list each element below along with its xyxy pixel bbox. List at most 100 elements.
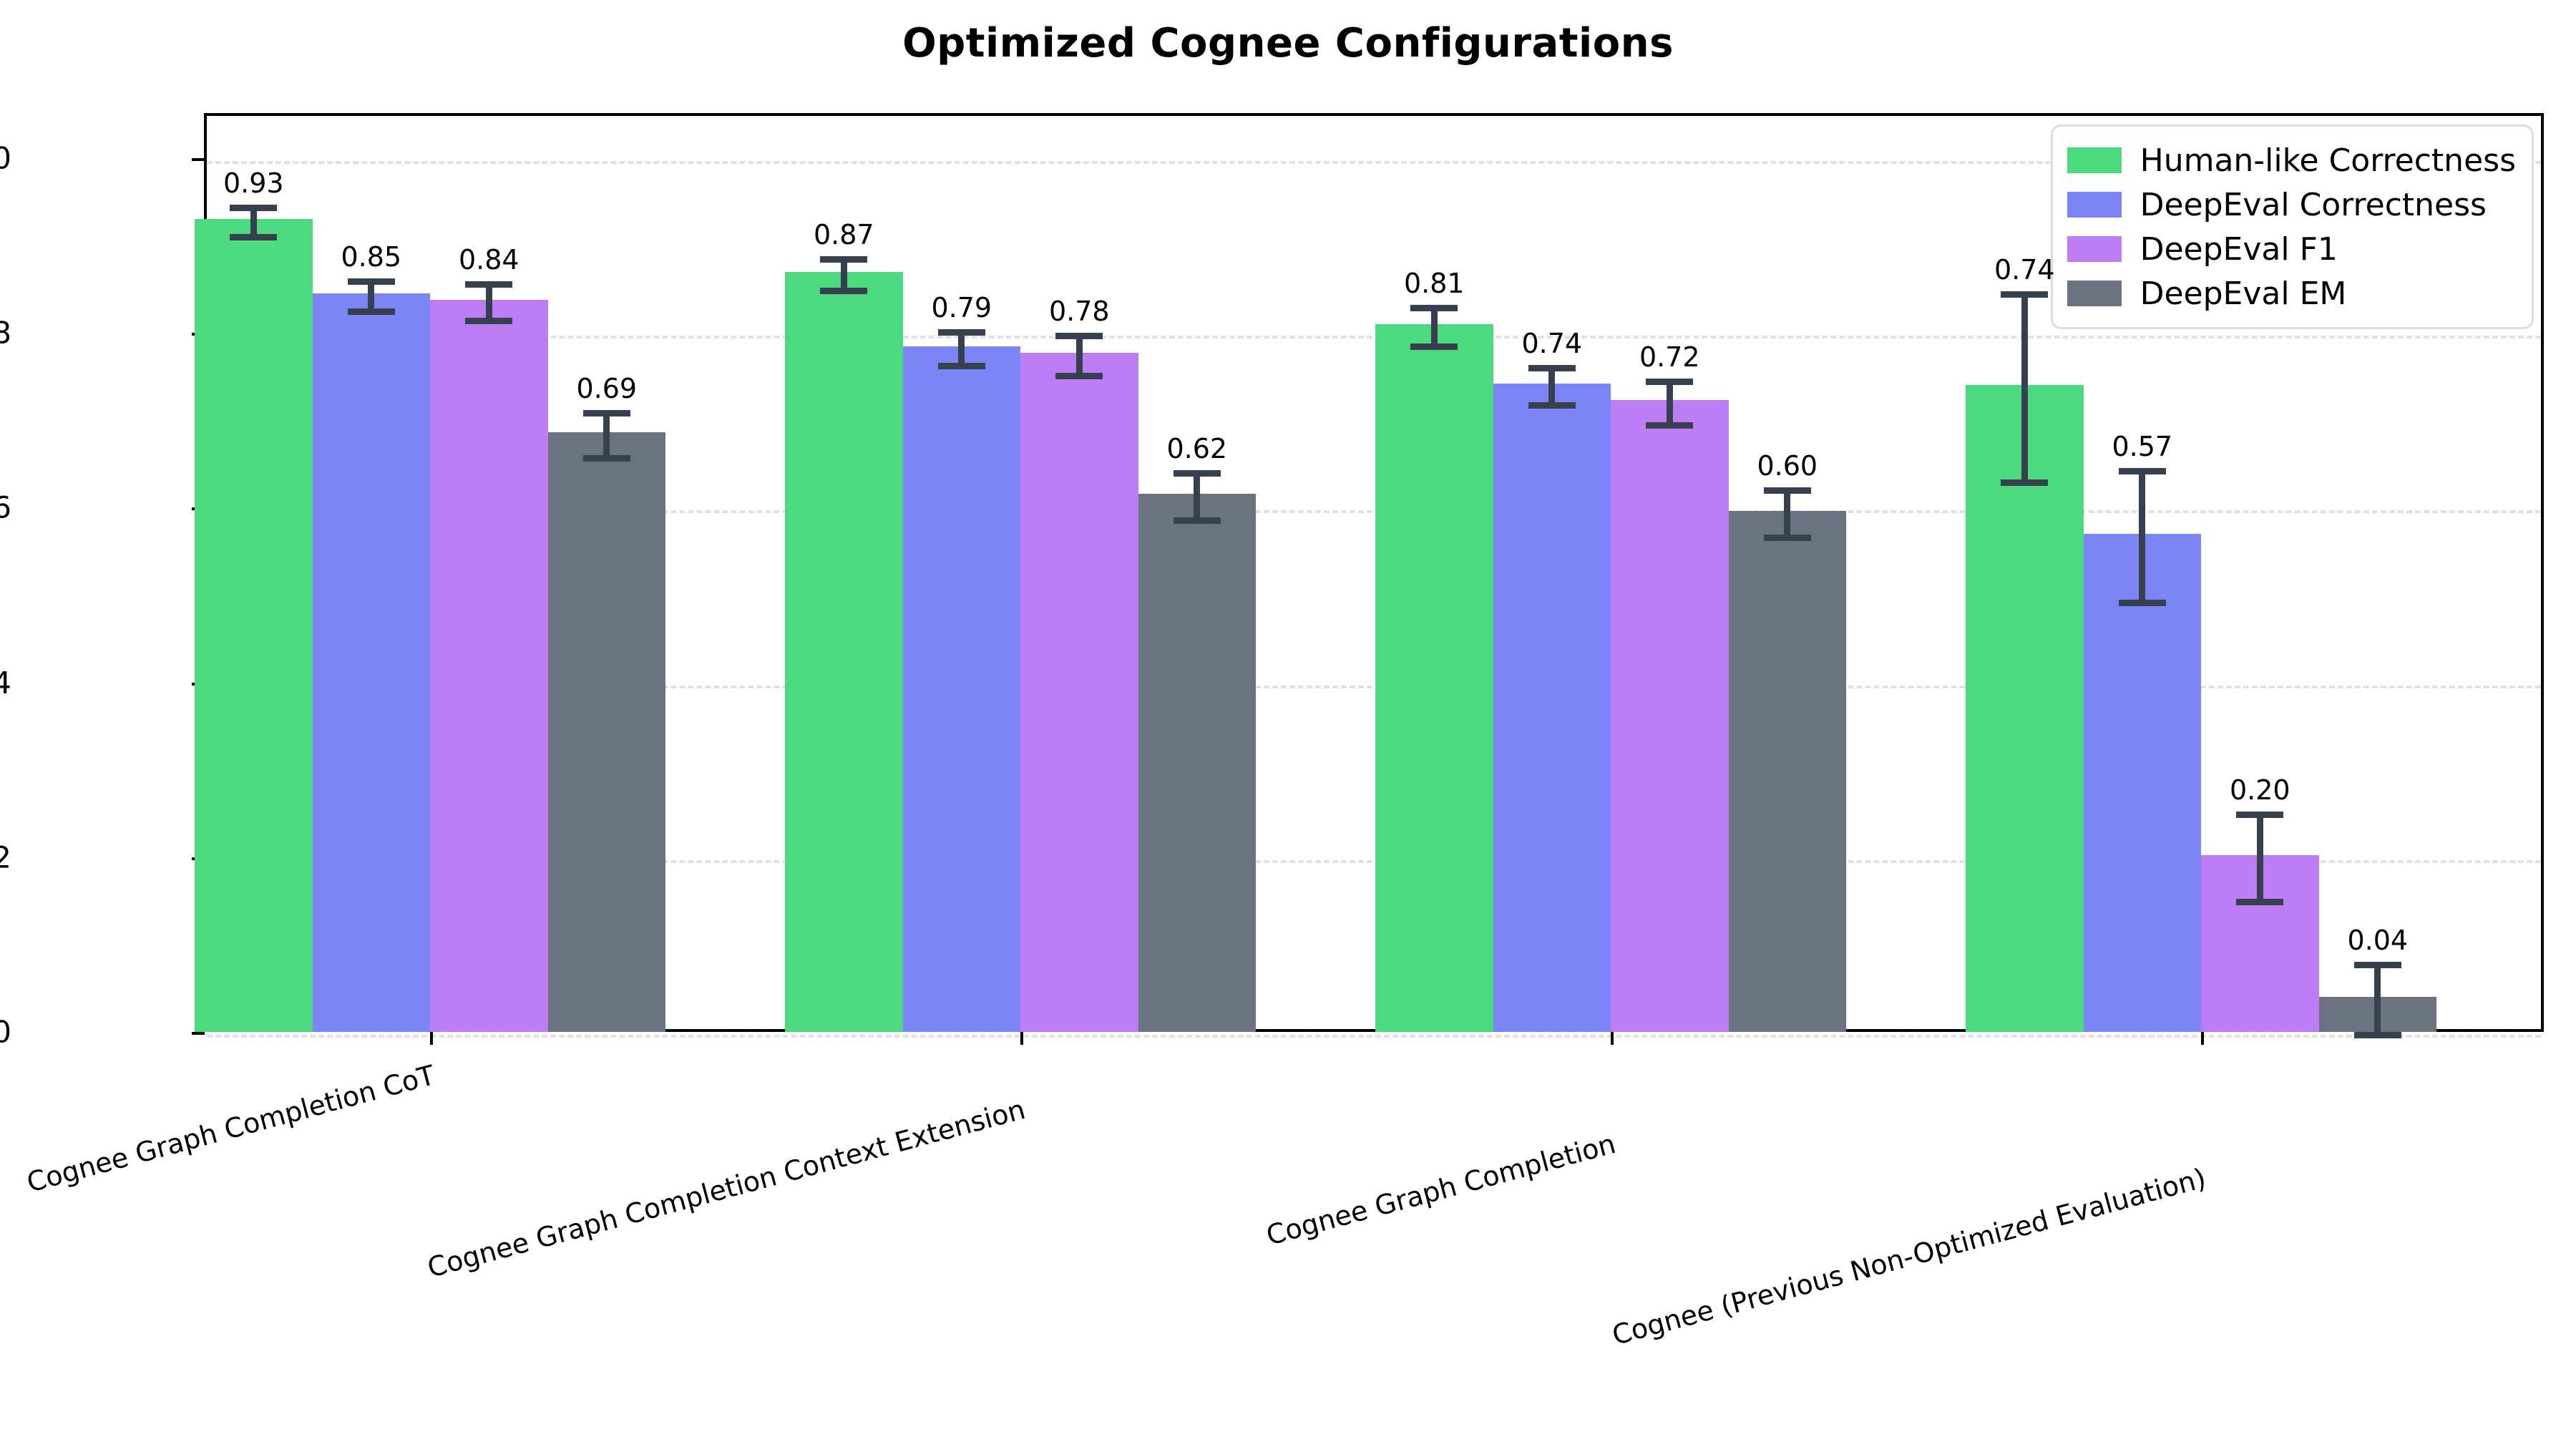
error-bar	[368, 278, 375, 308]
bar[interactable]	[1611, 400, 1729, 1032]
error-bar	[1548, 365, 1556, 402]
error-bar-cap-upper	[1528, 365, 1576, 372]
error-bar-cap-upper	[937, 329, 985, 336]
bar[interactable]	[1375, 323, 1493, 1032]
error-bar-cap-upper	[465, 281, 513, 288]
bar-value-label: 0.74	[1994, 253, 2055, 286]
bar-value-label: 0.74	[1521, 328, 1583, 360]
x-axis-tick-mark	[1020, 1032, 1023, 1045]
error-bar	[1075, 333, 1083, 374]
bar-value-label: 0.79	[931, 292, 992, 324]
x-axis-tick-mark	[1611, 1032, 1614, 1045]
legend: Human-like Correctness DeepEval Correctne…	[2050, 125, 2534, 329]
error-bar	[1430, 305, 1438, 343]
bar[interactable]	[2083, 534, 2201, 1032]
bar-value-label: 0.78	[1048, 296, 1110, 328]
error-bar-cap-upper	[230, 204, 278, 211]
bar-value-label: 0.84	[458, 244, 519, 276]
error-bar	[603, 409, 610, 456]
bar-value-label: 0.85	[341, 241, 402, 273]
legend-swatch-icon	[2067, 281, 2122, 306]
chart-figure: Optimized Cognee Configurations Score Hu…	[0, 20, 2544, 1352]
error-bar	[1784, 487, 1791, 535]
gridline	[207, 685, 2541, 688]
error-bar-cap-lower	[1528, 401, 1576, 409]
error-bar-cap-lower	[2236, 899, 2284, 906]
legend-item-label: DeepEval EM	[2140, 275, 2347, 312]
bar-value-label: 0.57	[2112, 431, 2173, 463]
error-bar-cap-lower	[465, 318, 513, 325]
error-bar-cap-upper	[1055, 333, 1103, 340]
gridline	[207, 1035, 2541, 1038]
error-bar-cap-lower	[1763, 535, 1811, 542]
error-bar-cap-upper	[2118, 468, 2166, 475]
legend-item[interactable]: DeepEval Correctness	[2067, 182, 2516, 227]
bar[interactable]	[1020, 353, 1138, 1032]
error-bar-cap-upper	[347, 278, 395, 286]
bar[interactable]	[195, 219, 313, 1032]
error-bar-cap-upper	[2236, 812, 2284, 819]
y-axis-tick-mark	[192, 1032, 205, 1035]
bar[interactable]	[1966, 385, 2084, 1032]
legend-item-label: DeepEval Correctness	[2140, 186, 2487, 223]
error-bar-cap-lower	[2118, 599, 2166, 606]
error-bar-cap-upper	[2353, 962, 2401, 969]
bar-value-label: 0.60	[1757, 450, 1818, 482]
error-bar	[2256, 812, 2263, 900]
bar[interactable]	[1728, 511, 1846, 1032]
bar-value-label: 0.62	[1166, 432, 1228, 464]
error-bar-cap-upper	[1646, 378, 1694, 385]
y-axis-tick-label: 0.8	[0, 315, 11, 351]
error-bar-cap-upper	[1173, 469, 1221, 477]
gridline	[207, 336, 2541, 339]
error-bar-cap-upper	[1763, 487, 1811, 494]
x-axis-tick-mark	[2201, 1032, 2204, 1045]
error-bar-cap-upper	[2001, 291, 2049, 298]
legend-swatch-icon	[2067, 147, 2122, 173]
page-title: Optimized Cognee Configurations	[902, 20, 1674, 67]
y-axis-tick-label: 0.4	[0, 665, 11, 701]
bar-value-label: 0.04	[2347, 925, 2409, 957]
bar[interactable]	[1138, 493, 1256, 1032]
error-bar-cap-lower	[230, 234, 278, 241]
legend-item[interactable]: DeepEval EM	[2067, 271, 2516, 316]
x-axis-tick-label: Cognee Graph Completion CoT	[23, 1059, 439, 1199]
error-bar-cap-lower	[1055, 373, 1103, 380]
y-axis-tick-mark	[192, 158, 205, 161]
bar-value-label: 0.87	[813, 218, 874, 250]
error-bar-cap-lower	[1646, 422, 1694, 429]
error-bar-cap-upper	[1410, 305, 1458, 312]
error-bar-cap-lower	[820, 287, 868, 294]
bar-value-label: 0.93	[223, 167, 284, 199]
bar[interactable]	[785, 271, 903, 1032]
bar[interactable]	[902, 346, 1020, 1032]
error-bar	[2139, 468, 2146, 600]
bar-value-label: 0.81	[1403, 268, 1465, 300]
legend-swatch-icon	[2067, 192, 2122, 218]
error-bar	[2374, 962, 2381, 1032]
error-bar-cap-lower	[2353, 1032, 2401, 1038]
error-bar	[1194, 469, 1201, 517]
y-axis-tick-label: 1.0	[0, 140, 11, 176]
bar-value-label: 0.69	[576, 372, 638, 404]
error-bar-cap-upper	[820, 255, 868, 263]
y-axis-tick-label: 0.0	[0, 1014, 11, 1050]
bar[interactable]	[312, 293, 430, 1032]
legend-item[interactable]: DeepEval F1	[2067, 227, 2516, 271]
legend-swatch-icon	[2067, 236, 2122, 262]
error-bar-cap-lower	[347, 308, 395, 315]
gridline	[207, 859, 2541, 863]
legend-item[interactable]: Human-like Correctness	[2067, 138, 2516, 182]
error-bar	[250, 204, 257, 235]
error-bar-cap-lower	[1173, 517, 1221, 524]
y-axis-tick-label: 0.2	[0, 839, 11, 875]
bar[interactable]	[430, 299, 548, 1032]
error-bar-cap-lower	[582, 455, 630, 462]
error-bar	[2021, 291, 2028, 480]
bar[interactable]	[1493, 384, 1611, 1032]
error-bar	[485, 281, 492, 318]
error-bar-cap-upper	[582, 409, 630, 416]
bar-value-label: 0.20	[2229, 774, 2290, 807]
x-axis-tick-mark	[430, 1032, 433, 1045]
bar[interactable]	[547, 432, 665, 1032]
